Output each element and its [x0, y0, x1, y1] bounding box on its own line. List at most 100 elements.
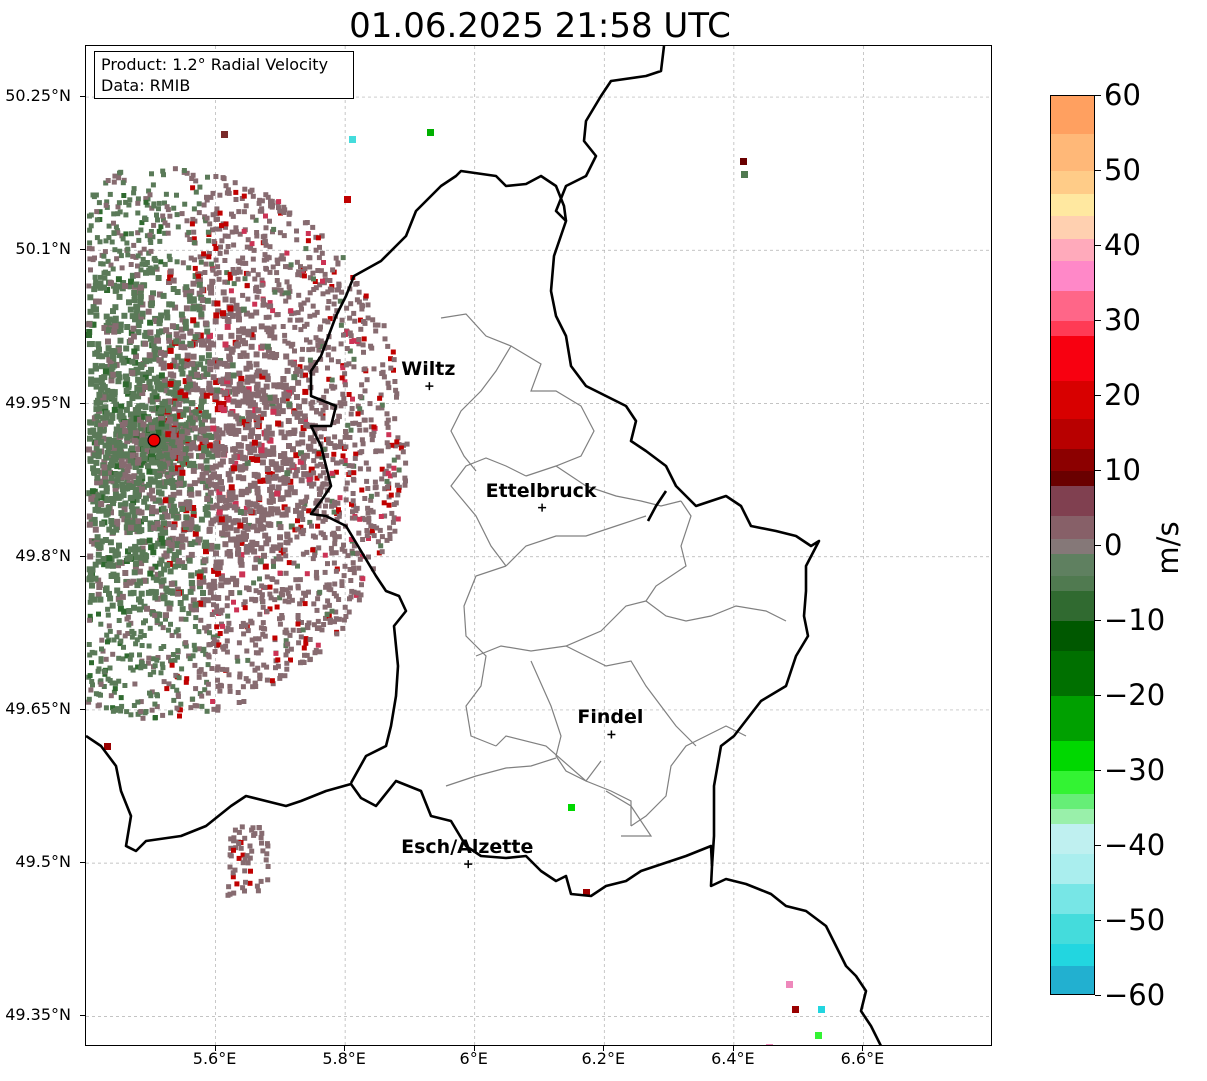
- velocity-pixel: [277, 570, 283, 576]
- velocity-pixel: [215, 608, 221, 614]
- velocity-pixel: [176, 633, 182, 639]
- velocity-pixel: [210, 227, 215, 233]
- canton-boundary: [605, 790, 653, 837]
- colorbar-tick-mark: [1095, 995, 1101, 996]
- velocity-pixel: [260, 234, 266, 240]
- velocity-pixel: [161, 566, 168, 573]
- velocity-pixel: [199, 478, 206, 485]
- velocity-pixel: [307, 275, 313, 281]
- velocity-pixel: [302, 601, 308, 607]
- velocity-pixel: [146, 537, 153, 544]
- velocity-pixel: [112, 482, 119, 488]
- velocity-pixel: [168, 658, 174, 664]
- velocity-pixel: [280, 397, 286, 404]
- velocity-pixel: [339, 317, 345, 323]
- velocity-pixel: [133, 353, 139, 360]
- velocity-pixel: [326, 376, 332, 382]
- velocity-pixel: [145, 463, 152, 470]
- velocity-pixel: [250, 267, 256, 273]
- velocity-pixel: [164, 460, 171, 467]
- colorbar-segment: [1051, 96, 1094, 134]
- velocity-pixel: [101, 684, 107, 689]
- velocity-pixel: [159, 514, 166, 521]
- velocity-pixel: [364, 533, 370, 539]
- velocity-pixel: [149, 393, 156, 400]
- velocity-pixel: [279, 253, 285, 259]
- velocity-pixel: [328, 617, 333, 623]
- velocity-pixel: [242, 393, 249, 399]
- velocity-pixel: [140, 452, 147, 458]
- velocity-pixel: [164, 314, 171, 321]
- velocity-pixel: [90, 304, 97, 311]
- velocity-pixel: [197, 435, 204, 442]
- velocity-pixel: [281, 451, 288, 458]
- velocity-pixel: [220, 401, 227, 407]
- velocity-pixel: [359, 382, 365, 388]
- velocity-pixel: [202, 270, 208, 275]
- velocity-pixel: [165, 222, 171, 228]
- velocity-pixel: [104, 287, 111, 293]
- velocity-pixel: [231, 242, 237, 248]
- velocity-pixel: [357, 556, 363, 562]
- velocity-pixel: [253, 556, 260, 563]
- velocity-pixel: [267, 218, 272, 224]
- velocity-pixel: [320, 278, 325, 284]
- velocity-pixel: [172, 421, 179, 428]
- velocity-pixel: [119, 356, 126, 363]
- velocity-pixel: [358, 326, 364, 332]
- velocity-pixel: [139, 220, 145, 226]
- velocity-pixel: [230, 575, 237, 582]
- velocity-pixel: [300, 551, 306, 557]
- velocity-pixel: [204, 628, 210, 634]
- velocity-pixel: [154, 571, 161, 578]
- velocity-pixel: [177, 455, 184, 462]
- velocity-pixel: [119, 486, 126, 493]
- velocity-pixel: [129, 358, 136, 365]
- velocity-pixel: [330, 457, 336, 463]
- velocity-pixel: [347, 348, 353, 354]
- velocity-pixel: [138, 472, 145, 479]
- velocity-pixel: [381, 323, 387, 329]
- velocity-pixel: [255, 407, 262, 414]
- velocity-pixel: [159, 529, 166, 536]
- colorbar-segment: [1051, 591, 1094, 622]
- velocity-pixel: [344, 480, 350, 486]
- velocity-pixel: [258, 414, 264, 421]
- velocity-pixel: [290, 627, 296, 633]
- velocity-pixel: [335, 418, 340, 424]
- velocity-pixel: [335, 500, 341, 506]
- velocity-pixel: [91, 491, 98, 498]
- velocity-pixel: [188, 705, 194, 711]
- velocity-pixel: [170, 413, 177, 420]
- canton-boundary: [450, 457, 527, 567]
- velocity-pixel: [287, 537, 293, 543]
- velocity-pixel: [149, 269, 155, 276]
- velocity-pixel: [158, 621, 163, 627]
- velocity-pixel: [307, 637, 313, 642]
- velocity-pixel: [231, 446, 238, 453]
- velocity-pixel: [385, 380, 391, 386]
- velocity-pixel: [151, 375, 158, 382]
- velocity-pixel: [155, 655, 161, 660]
- velocity-pixel: [149, 487, 155, 494]
- velocity-pixel: [285, 340, 291, 346]
- velocity-pixel: [316, 255, 322, 261]
- velocity-pixel: [323, 503, 328, 509]
- velocity-pixel: [299, 269, 305, 275]
- velocity-pixel: [214, 543, 221, 550]
- map-plot-area[interactable]: [85, 45, 992, 1046]
- velocity-pixel: [220, 289, 227, 296]
- velocity-pixel: [142, 556, 149, 563]
- city-marker: [607, 730, 616, 739]
- velocity-pixel: [93, 279, 99, 285]
- colorbar-tick-label: −60: [1104, 978, 1166, 1012]
- velocity-pixel: [156, 357, 163, 364]
- velocity-pixel: [87, 457, 94, 464]
- velocity-pixel: [264, 851, 270, 857]
- velocity-pixel: [231, 281, 237, 287]
- velocity-pixel: [199, 703, 205, 709]
- velocity-pixel: [332, 581, 338, 587]
- velocity-pixel: [215, 264, 221, 270]
- velocity-pixel: [246, 393, 253, 399]
- velocity-pixel: [210, 634, 216, 640]
